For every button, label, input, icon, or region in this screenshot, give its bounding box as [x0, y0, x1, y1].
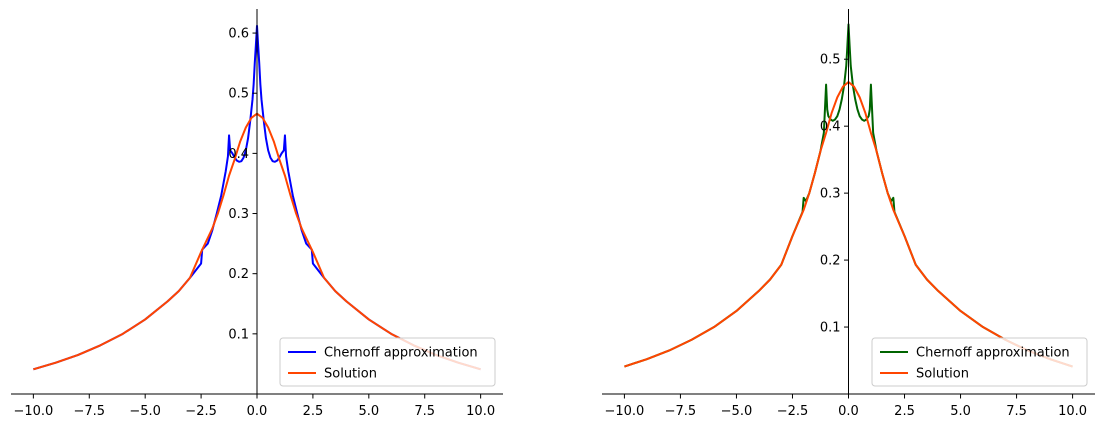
x-tick-label: 0.0 — [247, 404, 268, 419]
y-tick-label: 0.6 — [228, 27, 249, 42]
legend-box — [279, 337, 496, 387]
x-tick-label: 10.0 — [1058, 404, 1087, 419]
x-tick-label: −2.5 — [777, 404, 809, 419]
y-tick-label: 0.1 — [228, 327, 249, 342]
legend-label: Chernoff approximation — [916, 346, 1070, 361]
legend-box — [871, 337, 1088, 387]
y-tick-label: 0.2 — [228, 267, 249, 282]
legend: Chernoff approximation Solution — [871, 337, 1088, 387]
x-tick-label: 2.5 — [894, 404, 915, 419]
x-tick-label: −7.5 — [73, 404, 105, 419]
y-tick-label: 0.1 — [820, 321, 841, 336]
x-tick-label: 0.0 — [838, 404, 859, 419]
x-tick-label: 7.5 — [414, 404, 435, 419]
y-tick-label: 0.5 — [228, 87, 249, 102]
y-tick-label: 0.5 — [820, 53, 841, 68]
x-tick-label: 10.0 — [466, 404, 495, 419]
y-tick-label: 0.4 — [820, 120, 841, 135]
x-tick-label: −7.5 — [665, 404, 697, 419]
x-tick-label: −2.5 — [185, 404, 217, 419]
x-tick-label: 5.0 — [950, 404, 971, 419]
x-tick-label: 2.5 — [303, 404, 324, 419]
x-tick-label: −5.0 — [721, 404, 753, 419]
x-tick-label: 7.5 — [1006, 404, 1027, 419]
legend: Chernoff approximation Solution — [279, 337, 496, 387]
legend-label: Solution — [916, 367, 969, 382]
x-tick-label: −5.0 — [129, 404, 161, 419]
y-tick-label: 0.4 — [228, 147, 249, 162]
x-tick-label: −10.0 — [13, 404, 53, 419]
chart-panel-2: −10.0 −7.5 −5.0 −2.5 0.0 2.5 5.0 7.5 10.0 0.1 0.2 0… — [602, 9, 1095, 419]
legend-label: Solution — [324, 367, 377, 382]
y-tick-label: 0.3 — [820, 187, 841, 202]
legend-label: Chernoff approximation — [324, 346, 478, 361]
y-tick-label: 0.2 — [820, 254, 841, 269]
y-tick-label: 0.3 — [228, 207, 249, 222]
chart-panel-1: −10.0 −7.5 −5.0 −2.5 0.0 2.5 5.0 7.5 10.0 0.1 0.2 0… — [11, 9, 503, 419]
x-tick-label: 5.0 — [358, 404, 379, 419]
x-tick-label: −10.0 — [604, 404, 644, 419]
